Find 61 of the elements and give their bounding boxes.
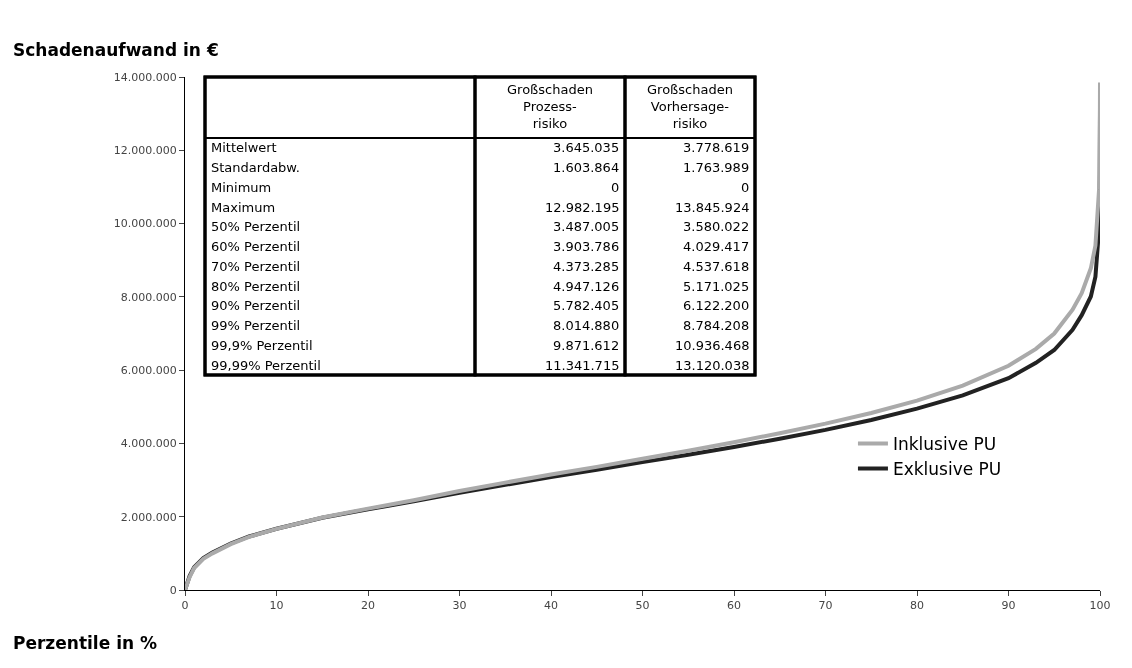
data-label: 0 — [741, 180, 750, 195]
y-tick-label: 10.000.000 — [113, 217, 177, 231]
data-label: 4.373.285 — [553, 259, 620, 274]
data-label: 3.903.786 — [553, 239, 620, 254]
data-label: 3.778.619 — [683, 140, 750, 155]
text: Großschaden Vorhersage- risiko — [647, 82, 733, 131]
x-axis-title: Perzentile in % — [13, 633, 158, 653]
y-tick-label: 2.000.000 — [120, 510, 177, 524]
x-tick-label: 0 — [181, 599, 189, 613]
data-label: 10.936.468 — [675, 338, 750, 353]
category-label: Maximum — [211, 200, 276, 215]
x-tick-label: 90 — [1001, 599, 1016, 613]
y-axis-title: Schadenaufwand in € — [13, 40, 219, 60]
x-tick-label: 80 — [910, 599, 924, 613]
data-label: 12.982.195 — [545, 200, 620, 215]
y-tick-label: 12.000.000 — [113, 144, 177, 158]
data-label: 8.014.880 — [553, 318, 620, 333]
data-label: 3.645.035 — [553, 140, 620, 155]
category-label: Minimum — [211, 180, 272, 195]
x-tick-label: 60 — [727, 599, 741, 613]
data-label: 3.487.005 — [553, 219, 620, 234]
y-tick-label: 0 — [169, 583, 177, 597]
data-label: 11.341.715 — [545, 358, 620, 373]
x-tick-label: 50 — [635, 599, 650, 613]
x-tick-label: 20 — [361, 599, 375, 613]
y-tick-label: 4.000.000 — [120, 437, 177, 451]
category-label: 60% Perzentil — [211, 239, 301, 254]
data-label: 1.763.989 — [683, 160, 750, 175]
category-label: 70% Perzentil — [211, 259, 301, 274]
data-label: 9.871.612 — [553, 338, 620, 353]
series-label: Großschaden Prozess- risiko — [507, 82, 593, 131]
category-label: 50% Perzentil — [211, 219, 301, 234]
x-tick-label: 70 — [818, 599, 833, 613]
category-label: 99,9% Perzentil — [211, 338, 313, 353]
category-label: 99% Perzentil — [211, 318, 301, 333]
category-label: 99,99% Perzentil — [211, 358, 321, 373]
data-label: 4.029.417 — [683, 239, 750, 254]
data-label: 5.782.405 — [553, 298, 620, 313]
data-label: 5.171.025 — [683, 279, 750, 294]
category-label: Mittelwert — [211, 140, 277, 155]
category-label: 90% Perzentil — [211, 298, 301, 313]
data-label: 13.845.924 — [675, 200, 750, 215]
category-label: Standardabw. — [211, 160, 300, 175]
data-label: 13.120.038 — [675, 358, 750, 373]
data-label: 6.122.200 — [683, 298, 750, 313]
category-label: 80% Perzentil — [211, 279, 301, 294]
data-label: 1.603.864 — [553, 160, 620, 175]
x-tick-label: 10 — [269, 599, 284, 613]
x-tick-label: 100 — [1089, 599, 1111, 613]
x-tick-label: 30 — [452, 599, 467, 613]
data-label: 4.537.618 — [683, 259, 750, 274]
y-tick-label: 8.000.000 — [120, 290, 177, 304]
data-label: 8.784.208 — [683, 318, 750, 333]
legend-label: Exklusive PU — [892, 459, 1002, 480]
y-tick-label: 6.000.000 — [120, 363, 177, 377]
y-tick-label: 14.000.000 — [113, 70, 177, 84]
x-tick-label: 40 — [544, 599, 558, 613]
data-label: 3.580.022 — [683, 219, 750, 234]
data-label: 4.947.126 — [553, 279, 620, 294]
data-label: 0 — [611, 180, 620, 195]
legend-label: Inklusive PU — [892, 434, 997, 455]
